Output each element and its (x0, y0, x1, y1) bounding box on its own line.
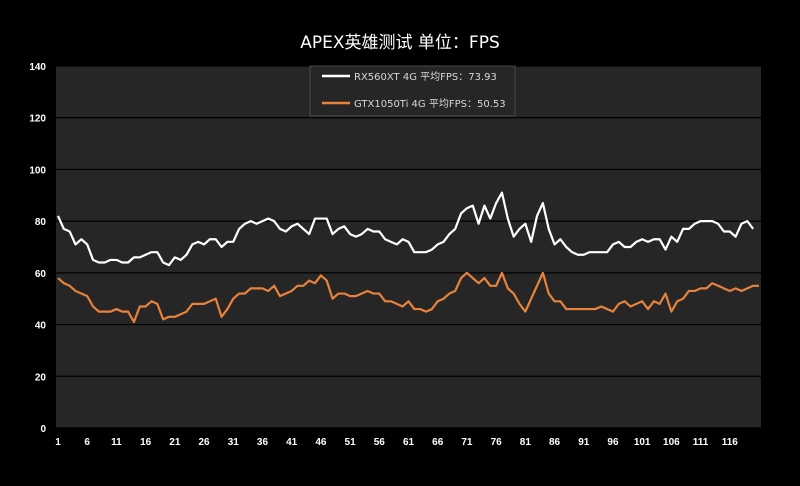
x-tick-label: 116 (722, 437, 739, 448)
x-tick-label: 81 (520, 437, 532, 448)
x-tick-label: 31 (228, 437, 240, 448)
y-tick-label: 140 (29, 62, 46, 73)
legend: RX560XT 4G 平均FPS：73.93 GTX1050Ti 4G 平均FP… (309, 65, 516, 117)
y-tick-label: 20 (35, 372, 47, 383)
x-tick-label: 46 (315, 437, 327, 448)
y-tick-label: 120 (29, 114, 46, 125)
x-tick-label: 96 (607, 437, 619, 448)
y-tick-label: 80 (35, 217, 47, 228)
series-line-1 (57, 271, 759, 324)
y-tick-label: 60 (35, 269, 47, 280)
y-tick-label: 100 (29, 165, 46, 176)
x-tick-label: 66 (432, 437, 444, 448)
y-tick-label: 0 (40, 424, 46, 435)
y-tick-labels: 0 20 40 60 80 100 120 140 (29, 62, 46, 435)
x-tick-label: 41 (286, 437, 298, 448)
series-line-0 (56, 191, 755, 267)
x-tick-label: 61 (403, 437, 415, 448)
legend-label-gtx1050ti: GTX1050Ti 4G 平均FPS：50.53 (354, 98, 506, 110)
x-tick-label: 6 (84, 437, 90, 448)
x-tick-label: 56 (374, 437, 386, 448)
x-tick-label: 76 (491, 437, 503, 448)
x-tick-label: 11 (111, 437, 122, 448)
x-tick-label: 36 (257, 437, 269, 448)
x-tick-label: 111 (693, 437, 709, 448)
x-tick-label: 26 (198, 437, 210, 448)
x-tick-labels: 1 6 11 16 21 26 31 36 41 46 51 56 61 66 71 76 81 86 91 96 10… (55, 437, 738, 448)
series-lines (56, 191, 759, 324)
x-tick-label: 16 (140, 437, 152, 448)
legend-box (309, 65, 516, 117)
x-tick-label: 71 (461, 437, 473, 448)
x-tick-label: 86 (549, 437, 561, 448)
x-tick-label: 51 (345, 437, 357, 448)
x-tick-label: 1 (55, 437, 61, 448)
legend-label-rx560xt: RX560XT 4G 平均FPS：73.93 (354, 71, 497, 83)
gridlines (56, 65, 761, 377)
x-tick-label: 91 (578, 437, 590, 448)
x-tick-label: 101 (634, 437, 651, 448)
y-tick-label: 40 (35, 321, 47, 332)
plot-area (56, 66, 761, 428)
chart-title: APEX英雄测试 单位：FPS (300, 33, 500, 53)
x-tick-label: 21 (169, 437, 181, 448)
x-tick-label: 106 (663, 437, 680, 448)
